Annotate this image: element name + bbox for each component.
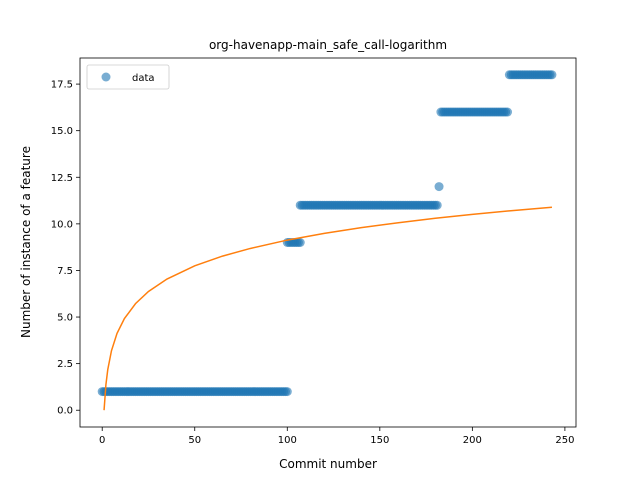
- data-point: [282, 387, 292, 397]
- y-tick-label: 10.0: [51, 219, 73, 230]
- y-axis-label: Number of instance of a feature: [19, 146, 33, 338]
- legend-box: [86, 64, 170, 90]
- x-tick-label: 150: [370, 435, 389, 446]
- x-tick-label: 100: [278, 435, 297, 446]
- y-tick-label: 0.0: [57, 406, 73, 417]
- x-tick-label: 250: [555, 435, 574, 446]
- legend-marker-data: [101, 72, 111, 82]
- data-point: [434, 182, 444, 192]
- data-point: [547, 70, 557, 80]
- data-point: [503, 107, 513, 117]
- series-fit-line: [103, 206, 553, 411]
- y-axis: 0.0 2.5 5.0 7.5 10.0 12.5 15.0 17.5: [51, 80, 80, 417]
- legend-label-data: data: [132, 73, 155, 84]
- chart-title: org-havenapp-main_safe_call-logarithm: [209, 38, 447, 52]
- y-tick-label: 12.5: [51, 173, 73, 184]
- x-tick-label: 0: [99, 435, 105, 446]
- y-tick-label: 15.0: [51, 126, 73, 137]
- data-point: [432, 200, 442, 210]
- x-tick-label: 50: [188, 435, 201, 446]
- x-tick-label: 200: [463, 435, 482, 446]
- data-point: [295, 238, 305, 247]
- plot-area: [97, 70, 557, 411]
- y-tick-label: 5.0: [57, 313, 73, 324]
- legend: data: [86, 64, 170, 90]
- x-axis: 0 50 100 150 200 250: [99, 427, 574, 446]
- series-data: [97, 70, 557, 397]
- y-tick-label: 17.5: [51, 80, 73, 91]
- x-axis-label: Commit number: [279, 457, 377, 471]
- axes-frame: [79, 57, 577, 428]
- y-tick-label: 2.5: [57, 359, 73, 370]
- y-tick-label: 7.5: [57, 266, 73, 277]
